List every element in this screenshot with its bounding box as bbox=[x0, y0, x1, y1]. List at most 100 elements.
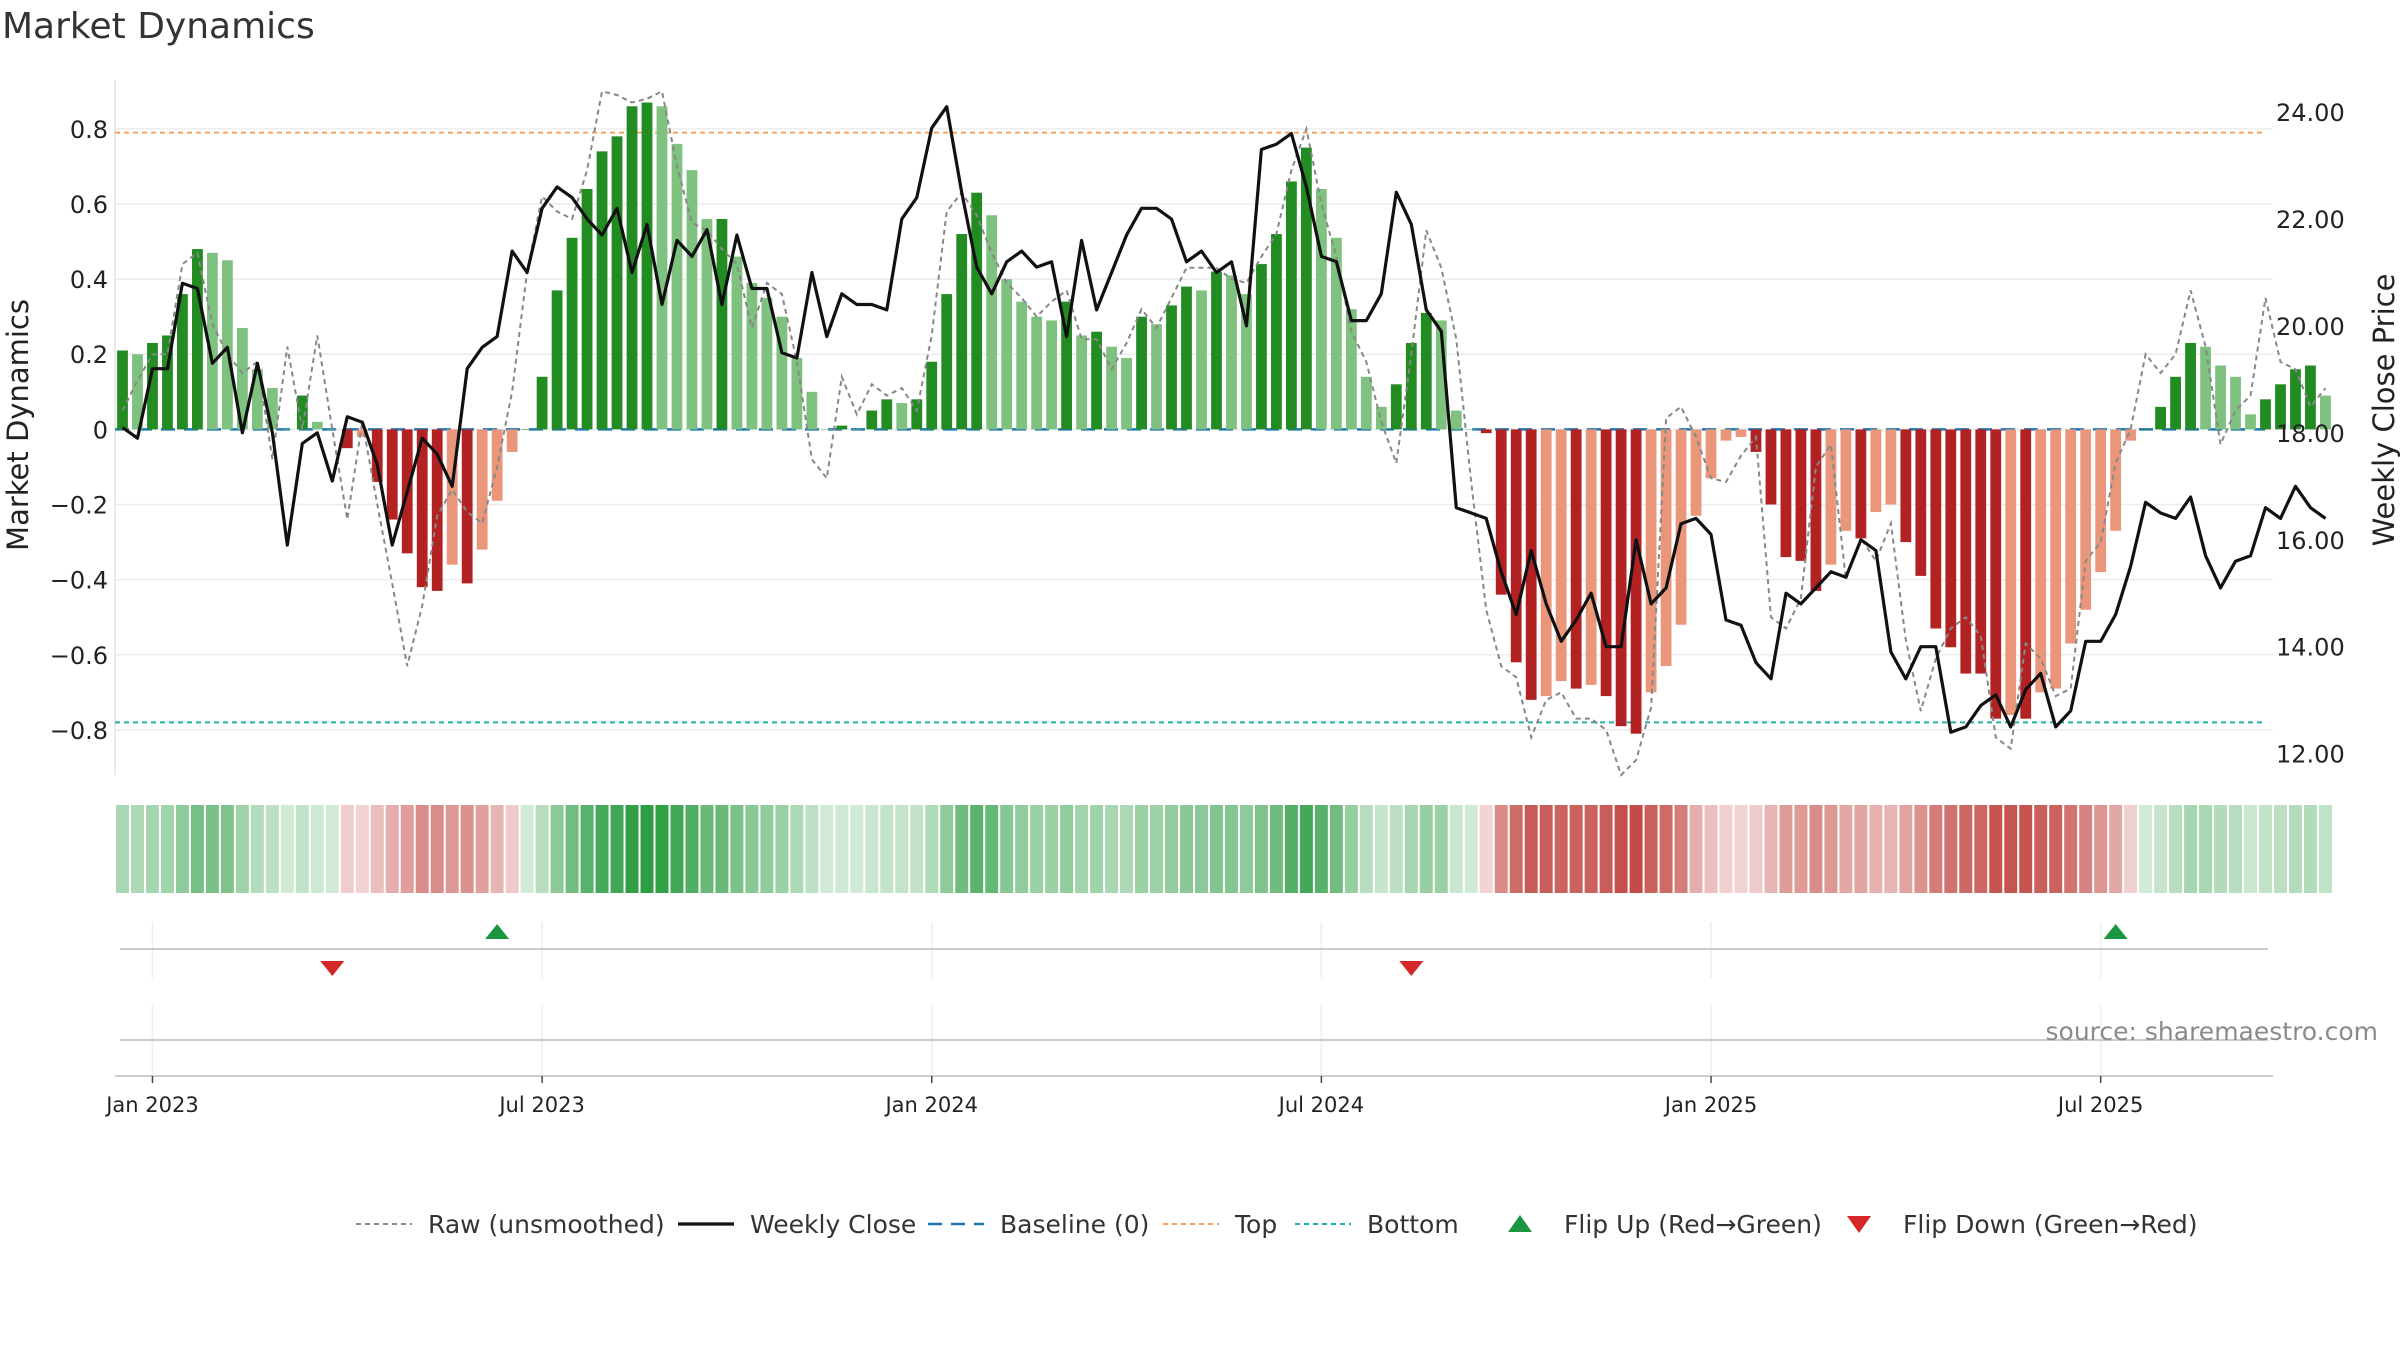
heat-strip-cell bbox=[640, 805, 654, 893]
heat-strip-cell bbox=[1734, 805, 1748, 893]
market-dynamics-bar bbox=[641, 102, 653, 430]
market-dynamics-bar bbox=[1106, 346, 1117, 430]
heat-strip-cell bbox=[910, 805, 924, 893]
heat-strip-cell bbox=[2244, 805, 2258, 893]
market-dynamics-bar bbox=[536, 376, 548, 430]
heat-strip-cell bbox=[116, 805, 129, 893]
heat-strip-cell bbox=[565, 805, 579, 893]
legend-label: Weekly Close bbox=[750, 1210, 916, 1239]
market-dynamics-bar bbox=[1330, 237, 1342, 430]
heat-strip-cell bbox=[1614, 805, 1628, 893]
right-tick-label: 12.00 bbox=[2276, 741, 2345, 769]
legend-item: Flip Down (Green→Red) bbox=[1847, 1210, 2198, 1239]
heat-strip-cell bbox=[1464, 805, 1478, 893]
heat-strip-cell bbox=[970, 805, 984, 893]
market-dynamics-bar bbox=[311, 421, 323, 430]
market-dynamics-bar bbox=[461, 429, 473, 584]
market-dynamics-bar bbox=[551, 290, 563, 430]
heat-strip-cell bbox=[130, 805, 144, 893]
heat-strip-cell bbox=[1854, 805, 1868, 893]
market-dynamics-bar bbox=[147, 342, 158, 430]
heat-strip-cell bbox=[1404, 805, 1418, 893]
market-dynamics-bar bbox=[1211, 271, 1222, 430]
market-dynamics-bar bbox=[1181, 286, 1192, 430]
market-dynamics-bar bbox=[1975, 429, 1987, 674]
market-dynamics-bar bbox=[1046, 320, 1058, 430]
heat-strip-cell bbox=[1269, 805, 1283, 893]
market-dynamics-bar bbox=[851, 429, 863, 430]
heat-strip-cell bbox=[1030, 805, 1044, 893]
heat-strip-cell bbox=[880, 805, 894, 893]
market-dynamics-bar bbox=[476, 429, 488, 550]
heat-strip-cell bbox=[415, 805, 429, 893]
market-dynamics-bar bbox=[431, 429, 443, 591]
market-dynamics-bar bbox=[1001, 279, 1013, 430]
market-dynamics-bar bbox=[521, 429, 533, 430]
heat-strip-cell bbox=[1479, 805, 1493, 893]
left-tick-label: −0.8 bbox=[50, 717, 108, 745]
x-axis-ticks: Jan 2023 Jul 2023 Jan 2024 Jul 2024 Jan 2025… bbox=[104, 1076, 2143, 1117]
market-dynamics-bar bbox=[2170, 376, 2181, 430]
heat-strip-cell bbox=[1494, 805, 1508, 893]
heat-strip-cell bbox=[2139, 805, 2153, 893]
heat-strip-cell bbox=[1884, 805, 1898, 893]
market-dynamics-bar bbox=[1420, 312, 1432, 430]
market-dynamics-bar bbox=[776, 316, 788, 430]
heat-strip-cell bbox=[2079, 805, 2093, 893]
market-dynamics-bar bbox=[2290, 369, 2301, 430]
market-dynamics-bar bbox=[1016, 301, 1028, 430]
heat-strip-cell bbox=[790, 805, 804, 893]
heat-strip-cell bbox=[1509, 805, 1523, 893]
market-dynamics-bar bbox=[1136, 316, 1147, 430]
heat-strip-cell bbox=[340, 805, 354, 893]
market-dynamics-bar bbox=[1900, 429, 1912, 543]
heat-strip-cell bbox=[2094, 805, 2108, 893]
heat-strip-cell bbox=[325, 805, 339, 893]
x-tick-label: Jul 2025 bbox=[2056, 1093, 2143, 1117]
legend-item: Raw (unsmoothed) bbox=[356, 1210, 665, 1239]
market-dynamics-bar bbox=[1660, 429, 1672, 667]
right-axis-label: Weekly Close Price bbox=[2367, 274, 2400, 547]
heat-strip-cell bbox=[1105, 805, 1119, 893]
x-tick-label: Jan 2025 bbox=[1663, 1093, 1758, 1117]
market-dynamics-bar bbox=[356, 429, 368, 437]
heat-strip-cell bbox=[1434, 805, 1448, 893]
heat-strip-cell bbox=[2288, 805, 2302, 893]
market-dynamics-bar bbox=[222, 260, 233, 430]
heat-strip-cell bbox=[280, 805, 294, 893]
heat-strip-cell bbox=[670, 805, 684, 893]
market-dynamics-bar bbox=[162, 335, 173, 430]
market-dynamics-bar bbox=[1720, 429, 1732, 441]
heat-strip-cell bbox=[1809, 805, 1823, 893]
x-tick-label: Jul 2024 bbox=[1277, 1093, 1364, 1117]
market-dynamics-bar bbox=[2080, 429, 2092, 610]
heat-strip-cell bbox=[1839, 805, 1853, 893]
market-dynamics-bar bbox=[1525, 429, 1537, 700]
market-dynamics-bar bbox=[341, 429, 353, 449]
heat-strip-cell bbox=[1209, 805, 1223, 893]
heat-strip-cell bbox=[685, 805, 699, 893]
right-tick-label: 22.00 bbox=[2276, 206, 2345, 234]
heat-strip-cell bbox=[1584, 805, 1598, 893]
market-dynamics-bar bbox=[1271, 234, 1282, 430]
market-dynamics-bar bbox=[686, 170, 698, 430]
heat-strip-cell bbox=[1060, 805, 1074, 893]
grid-lines bbox=[114, 80, 2273, 775]
right-tick-label: 24.00 bbox=[2276, 99, 2345, 127]
heat-strip-cell bbox=[1090, 805, 1104, 893]
heat-strip-cell bbox=[850, 805, 864, 893]
market-dynamics-bar bbox=[1990, 429, 2002, 719]
heat-strip-cell bbox=[760, 805, 774, 893]
heat-strip-cell bbox=[430, 805, 444, 893]
flip-up-marker bbox=[2103, 924, 2128, 939]
market-dynamics-bar bbox=[956, 234, 968, 430]
heat-strip-cell bbox=[1689, 805, 1703, 893]
market-dynamics-bar bbox=[2305, 365, 2316, 430]
market-dynamics-bar bbox=[731, 256, 743, 430]
market-dynamics-bar bbox=[1690, 429, 1702, 516]
market-dynamics-bar bbox=[2020, 429, 2032, 719]
heat-strip-cell bbox=[610, 805, 624, 893]
market-dynamics-bar bbox=[2095, 429, 2107, 573]
heat-strip-cell bbox=[1974, 805, 1988, 893]
